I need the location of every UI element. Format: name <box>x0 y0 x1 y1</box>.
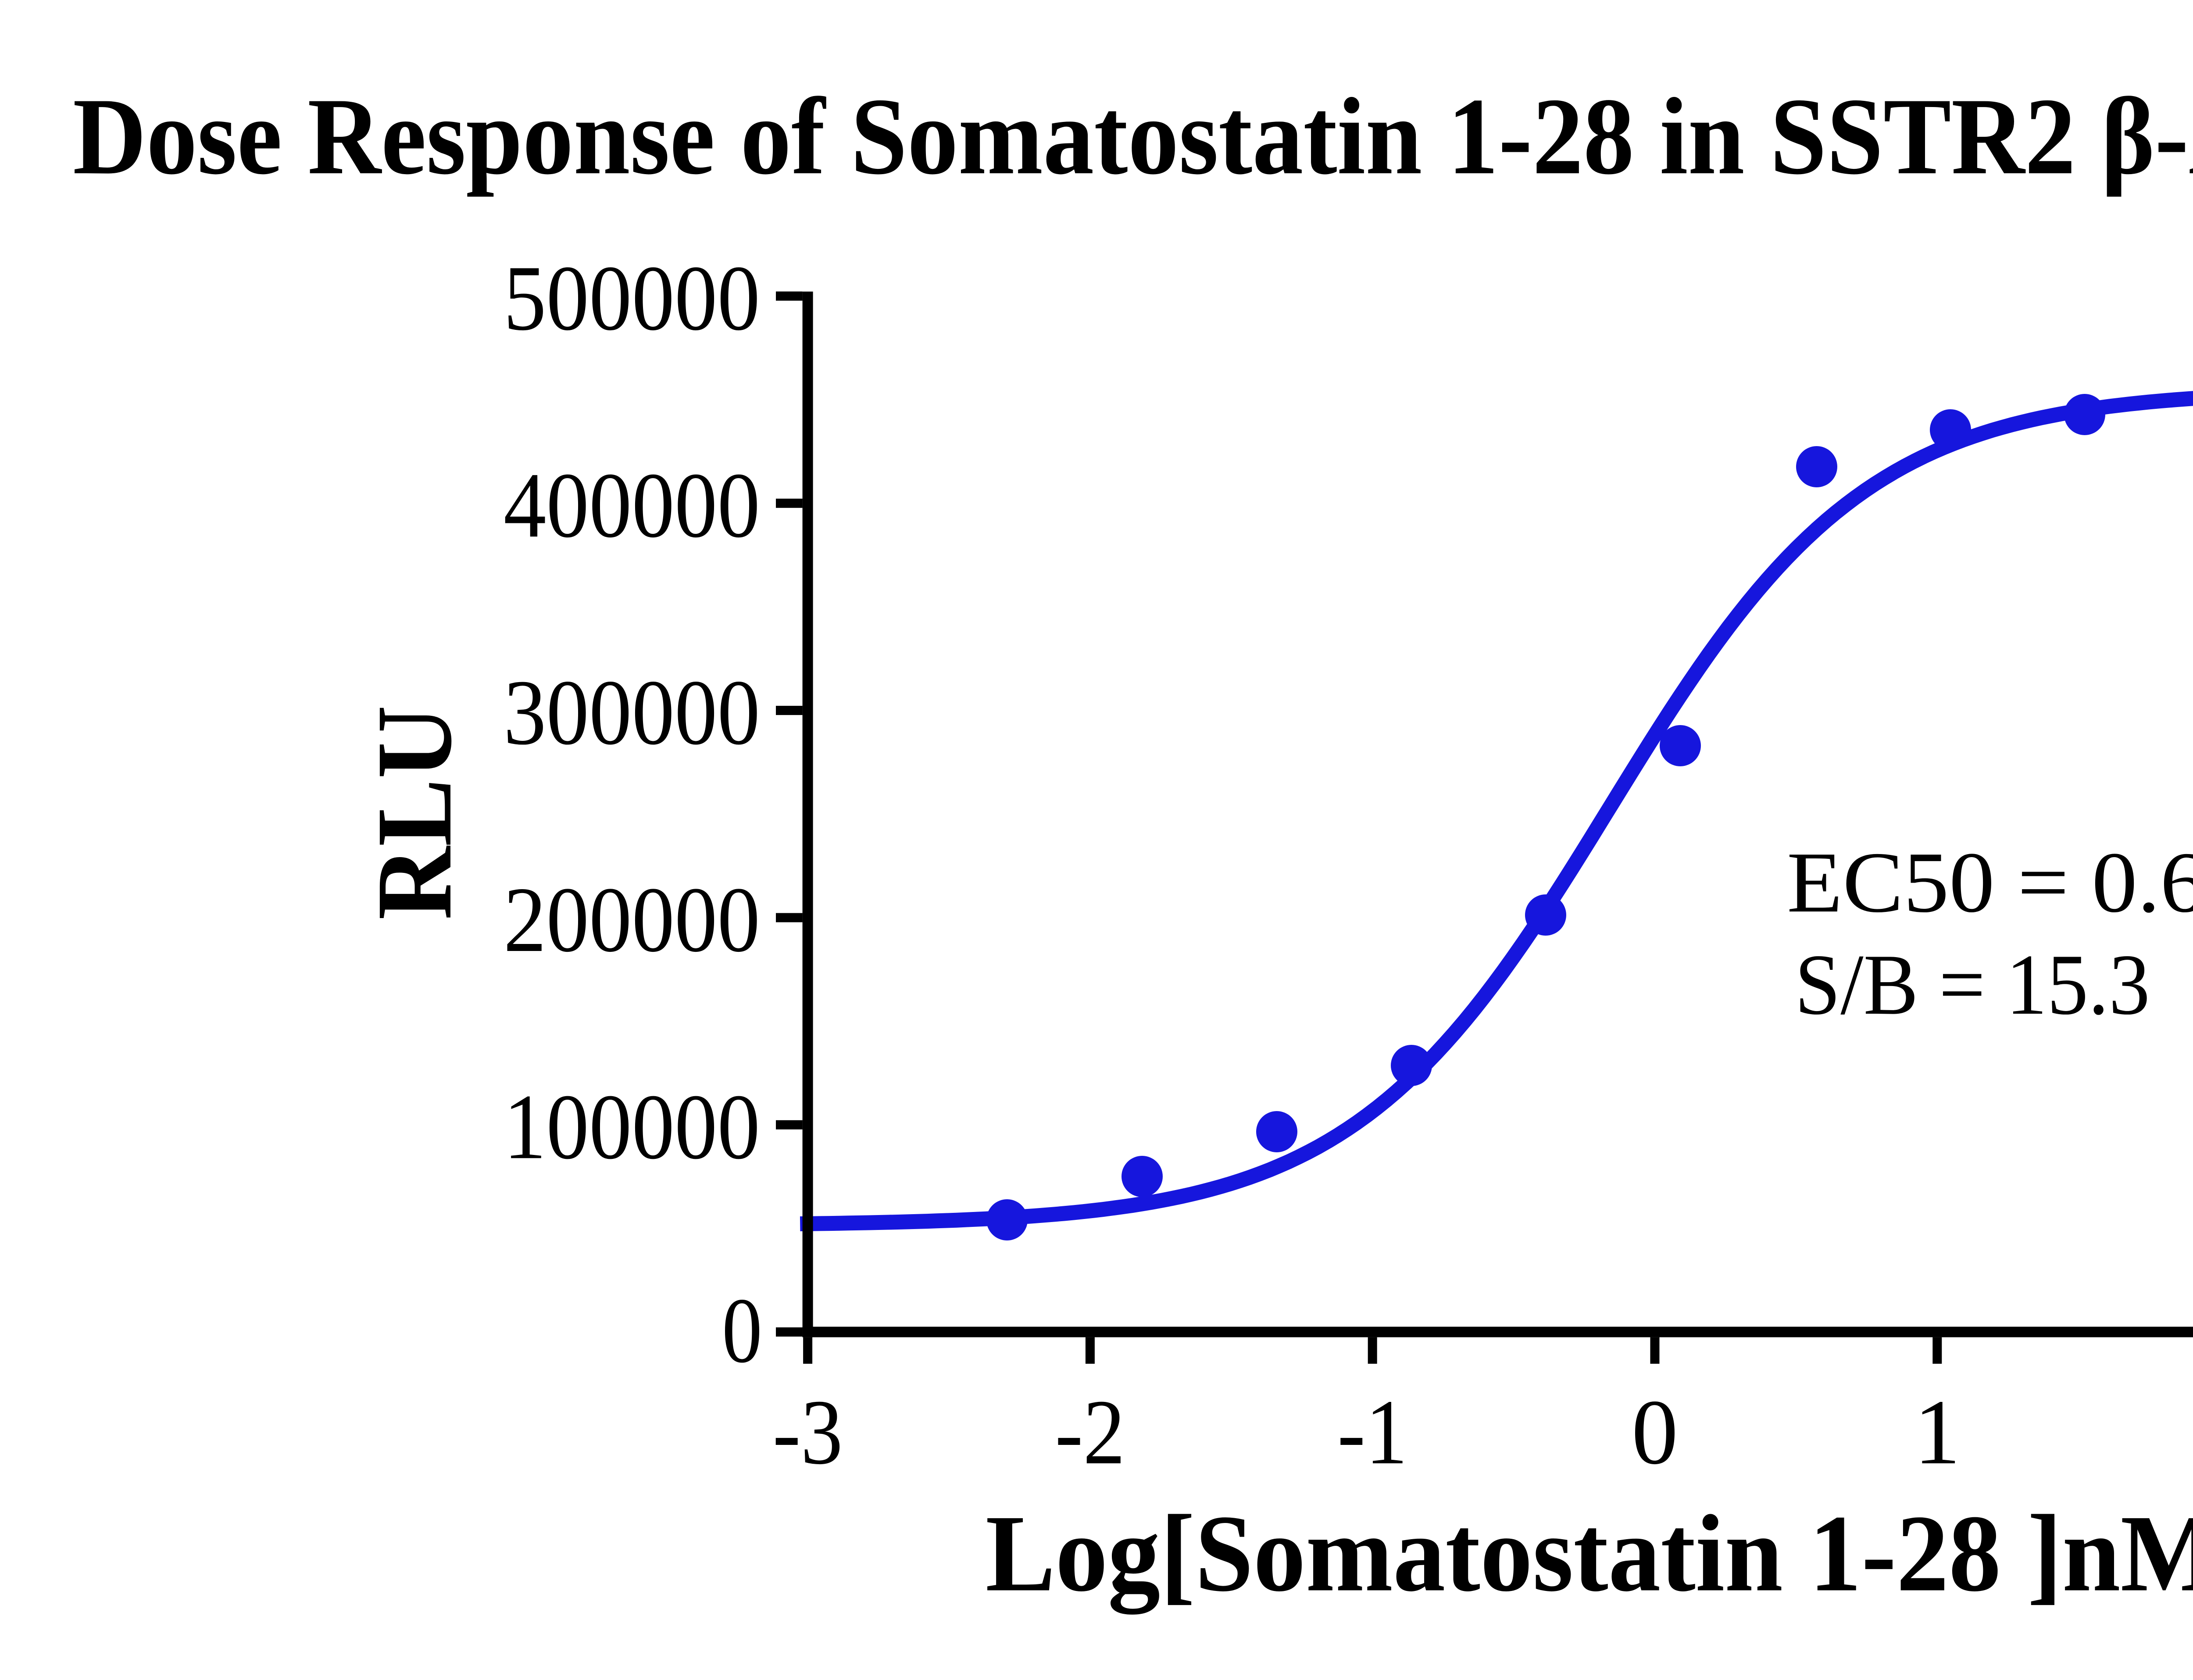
svg-text:200000: 200000 <box>504 868 760 972</box>
svg-text:Dose Response of Somatostatin: Dose Response of Somatostatin 1-28 in SS… <box>73 75 2193 197</box>
svg-text:1: 1 <box>1914 1380 1961 1483</box>
svg-text:RLU: RLU <box>355 705 474 920</box>
svg-text:300000: 300000 <box>504 661 760 765</box>
svg-text:Log[Somatostatin 1-28 ]nM: Log[Somatostatin 1-28 ]nM <box>986 1493 2193 1615</box>
svg-text:S/B = 15.3: S/B = 15.3 <box>1795 937 2150 1033</box>
svg-text:0: 0 <box>722 1279 762 1383</box>
svg-text:500000: 500000 <box>504 247 760 350</box>
svg-text:0: 0 <box>1632 1380 1678 1483</box>
svg-text:-3: -3 <box>773 1380 843 1483</box>
svg-text:400000: 400000 <box>504 454 760 557</box>
svg-text:EC50 = 0.69 nM: EC50 = 0.69 nM <box>1787 834 2193 930</box>
svg-text:100000: 100000 <box>504 1075 760 1179</box>
svg-text:-2: -2 <box>1055 1380 1125 1483</box>
svg-text:-1: -1 <box>1337 1380 1407 1483</box>
